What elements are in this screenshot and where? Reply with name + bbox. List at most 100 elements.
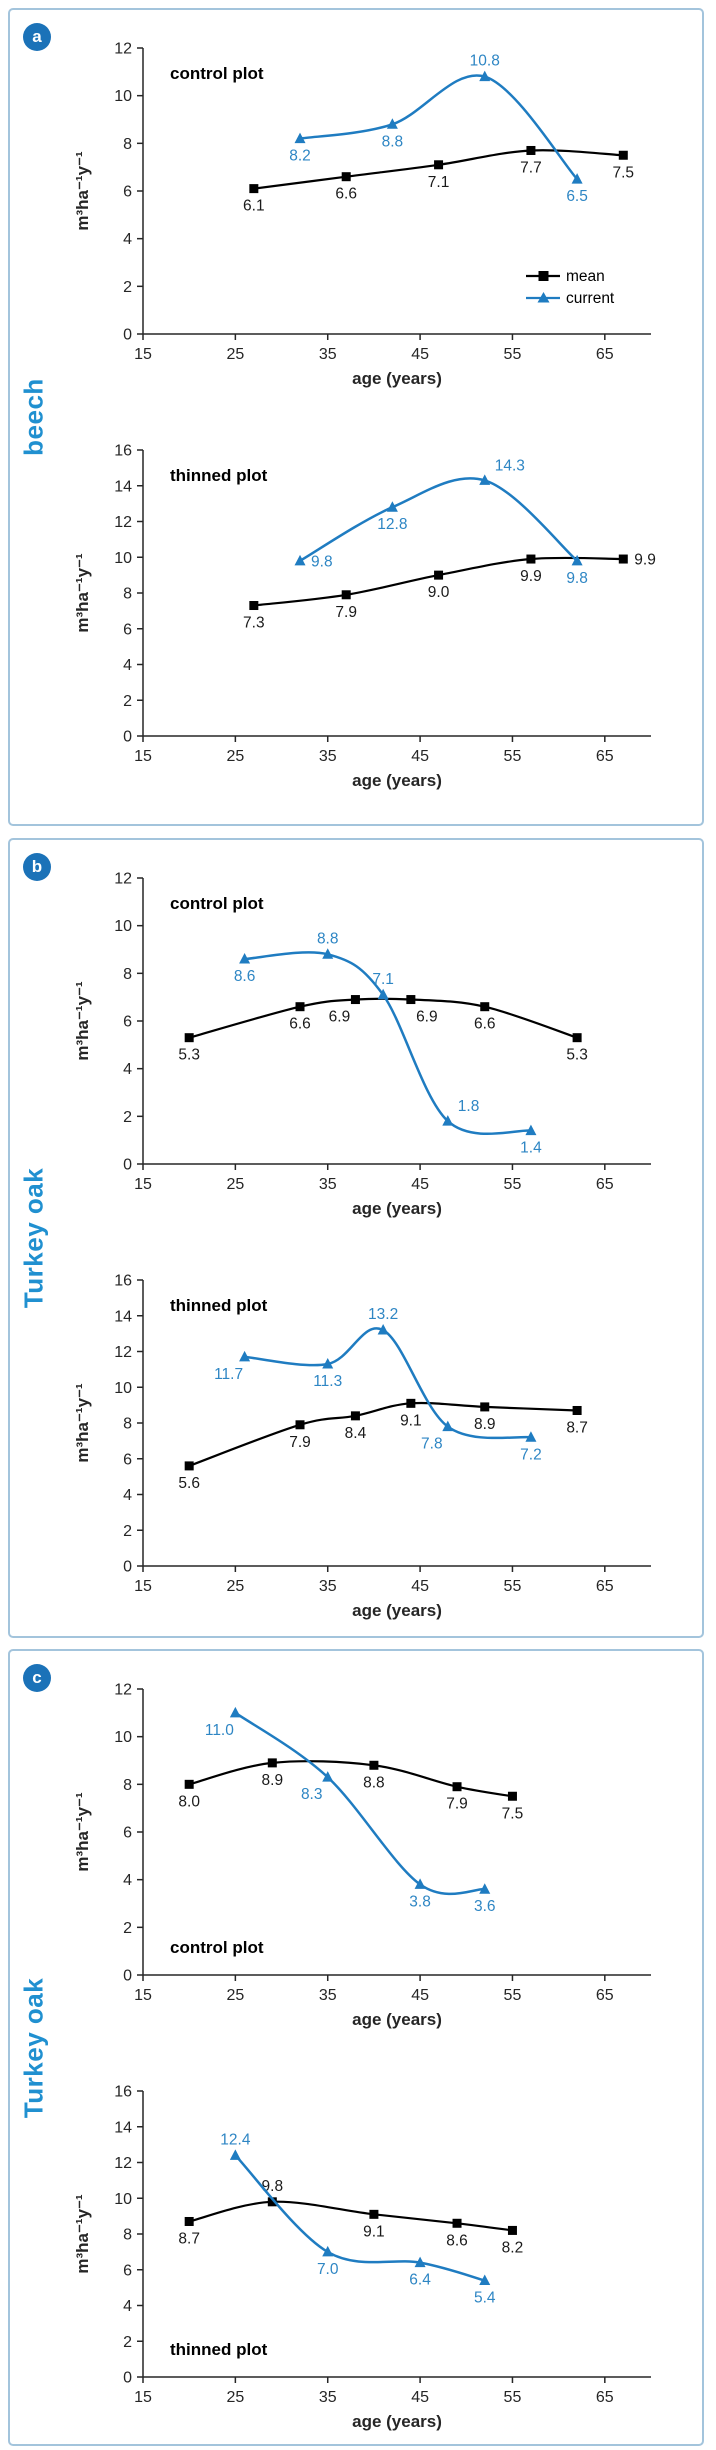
data-point-marker-square bbox=[480, 1402, 490, 1412]
data-point-label: 3.6 bbox=[474, 1898, 496, 1915]
data-point-marker-square bbox=[452, 1782, 462, 1792]
x-tick-label: 15 bbox=[134, 1176, 152, 1193]
data-point-label: 6.9 bbox=[329, 1009, 351, 1026]
y-axis-title: m³ha⁻¹y⁻¹ bbox=[73, 981, 92, 1061]
axes bbox=[137, 877, 651, 1170]
data-point-marker-square bbox=[350, 995, 360, 1005]
data-point-marker-square bbox=[572, 1033, 582, 1043]
plot-title: thinned plot bbox=[170, 2340, 268, 2359]
data-point-label: 8.9 bbox=[262, 1772, 284, 1789]
data-point-marker-triangle bbox=[322, 2245, 334, 2257]
x-tick-label: 55 bbox=[504, 1578, 522, 1595]
y-tick-label: 0 bbox=[123, 2370, 132, 2387]
y-tick-label: 4 bbox=[123, 231, 132, 248]
data-point-marker-square bbox=[295, 1420, 305, 1430]
chart-turkey-oak-b-thinned: 0 2 4 6 8 10 12 14 16 15 25 35 45 55 65 age (years) m³ha… bbox=[73, 1273, 651, 1620]
data-point-marker-triangle bbox=[414, 2256, 426, 2268]
x-tick-label: 15 bbox=[134, 346, 152, 363]
x-tick-label: 45 bbox=[411, 1176, 429, 1193]
legend-marker-square bbox=[538, 271, 549, 281]
data-point-label: 1.8 bbox=[458, 1098, 480, 1115]
y-tick-label: 16 bbox=[114, 1273, 132, 1290]
data-point-label: 7.3 bbox=[243, 615, 265, 632]
y-tick-label: 12 bbox=[114, 871, 132, 888]
x-axis-title: age (years) bbox=[352, 771, 442, 790]
data-point-marker-triangle bbox=[479, 70, 491, 82]
y-tick-label: 0 bbox=[123, 729, 132, 746]
data-point-marker-square bbox=[350, 1411, 360, 1421]
y-tick-label: 0 bbox=[123, 1968, 132, 1985]
data-point-label: 9.8 bbox=[311, 553, 333, 570]
data-point-marker-square bbox=[406, 995, 416, 1005]
x-axis-title: age (years) bbox=[352, 2010, 442, 2029]
data-point-label: 9.8 bbox=[262, 2178, 284, 2195]
y-tick-label: 10 bbox=[114, 1729, 132, 1746]
data-point-label: 9.8 bbox=[566, 570, 588, 587]
y-tick-label: 6 bbox=[123, 1014, 132, 1031]
data-point-label: 12.4 bbox=[220, 2131, 251, 2148]
data-point-label: 6.1 bbox=[243, 198, 265, 215]
series-line-current bbox=[243, 951, 533, 1135]
y-tick-label: 6 bbox=[123, 621, 132, 638]
x-tick-label: 25 bbox=[226, 346, 244, 363]
x-tick-label: 65 bbox=[596, 1578, 614, 1595]
data-point-label: 8.9 bbox=[474, 1416, 496, 1433]
x-tick-label: 15 bbox=[134, 2389, 152, 2406]
y-tick-label: 12 bbox=[114, 514, 132, 531]
y-tick-label: 8 bbox=[123, 586, 132, 603]
y-axis-title: m³ha⁻¹y⁻¹ bbox=[73, 2194, 92, 2274]
x-axis-title: age (years) bbox=[352, 1199, 442, 1218]
data-point-label: 6.5 bbox=[566, 188, 588, 205]
y-tick-label: 6 bbox=[123, 184, 132, 201]
x-tick-label: 55 bbox=[504, 1176, 522, 1193]
panel-a: a beech 0 2 4 6 8 10 12 15 25 35 45 55 65 age (years)… bbox=[8, 8, 704, 826]
data-point-label: 9.9 bbox=[634, 552, 656, 569]
legend: mean current bbox=[526, 268, 615, 307]
data-point-marker-triangle bbox=[322, 1358, 334, 1369]
data-point-marker-square bbox=[184, 2216, 194, 2226]
data-point-label: 6.4 bbox=[409, 2272, 431, 2289]
data-point-marker-triangle bbox=[322, 948, 334, 959]
x-tick-label: 65 bbox=[596, 346, 614, 363]
data-point-label: 9.0 bbox=[428, 584, 450, 601]
x-axis-title: age (years) bbox=[352, 2412, 442, 2431]
x-tick-label: 65 bbox=[596, 1987, 614, 2004]
axes bbox=[137, 1279, 651, 1572]
panel-b: b Turkey oak 0 2 4 6 8 10 12 15 25 35 45 55 65 age (y… bbox=[8, 838, 704, 1638]
data-point-marker-triangle bbox=[294, 132, 306, 144]
axes bbox=[137, 449, 651, 742]
x-tick-label: 65 bbox=[596, 1176, 614, 1193]
y-tick-label: 10 bbox=[114, 88, 132, 105]
x-tick-label: 15 bbox=[134, 1987, 152, 2004]
y-tick-label: 6 bbox=[123, 1825, 132, 1842]
y-tick-label: 2 bbox=[123, 1523, 132, 1540]
panel-b-badge: b bbox=[23, 853, 51, 881]
data-point-marker-square bbox=[267, 1758, 277, 1768]
y-tick-label: 12 bbox=[114, 1344, 132, 1361]
data-point-label: 5.3 bbox=[566, 1047, 588, 1064]
x-tick-label: 45 bbox=[411, 1578, 429, 1595]
data-point-marker-triangle bbox=[386, 501, 398, 512]
x-tick-label: 55 bbox=[504, 1987, 522, 2004]
x-tick-label: 15 bbox=[134, 748, 152, 765]
x-tick-label: 35 bbox=[319, 346, 337, 363]
data-point-marker-triangle bbox=[571, 173, 583, 184]
series-line-current bbox=[234, 2154, 486, 2282]
data-point-label: 9.1 bbox=[363, 2223, 385, 2240]
data-point-label: 11.3 bbox=[313, 1373, 342, 1390]
y-tick-label: 2 bbox=[123, 279, 132, 296]
data-point-marker-square bbox=[369, 2209, 379, 2219]
y-axis-title: m³ha⁻¹y⁻¹ bbox=[73, 1383, 92, 1463]
series-line-current bbox=[298, 74, 579, 181]
x-tick-label: 45 bbox=[411, 1987, 429, 2004]
data-point-label: 1.4 bbox=[520, 1140, 542, 1157]
data-point-marker-triangle bbox=[322, 1771, 334, 1782]
x-tick-label: 25 bbox=[226, 2389, 244, 2406]
y-tick-label: 14 bbox=[114, 1308, 132, 1325]
data-point-marker-square bbox=[369, 1760, 379, 1770]
series-line-mean bbox=[188, 1401, 579, 1467]
data-point-marker-triangle bbox=[479, 474, 491, 485]
data-point-marker-square bbox=[507, 1791, 517, 1801]
series-line-mean bbox=[188, 2200, 514, 2232]
chart-turkey-oak-c-thinned: 0 2 4 6 8 10 12 14 16 15 25 35 45 55 65 age (years) m³ha… bbox=[73, 2084, 651, 2431]
